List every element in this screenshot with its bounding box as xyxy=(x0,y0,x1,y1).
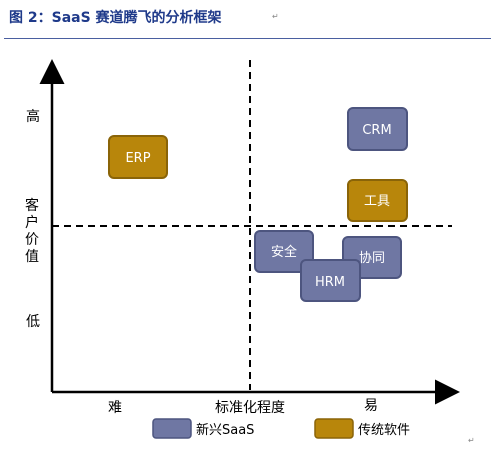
security-label: 安全 xyxy=(271,244,297,260)
legend-new-swatch xyxy=(152,418,192,439)
legend: 新兴SaaS 传统软件 xyxy=(152,418,410,439)
x-axis-high-label: 易 xyxy=(364,398,378,414)
crm-box: CRM xyxy=(347,107,408,151)
y-axis-label-char: 户 xyxy=(25,214,39,231)
legend-new-label: 新兴SaaS xyxy=(196,422,254,438)
erp-label: ERP xyxy=(125,151,150,166)
paragraph-mark-icon: ↵ xyxy=(272,12,279,21)
tools-box: 工具 xyxy=(347,179,408,222)
y-axis-low-label: 低 xyxy=(26,314,40,330)
hrm-label: HRM xyxy=(315,275,345,290)
security-box: 安全 xyxy=(254,230,314,273)
y-axis-label-char: 客 xyxy=(25,197,39,214)
y-axis-high-label: 高 xyxy=(26,108,40,125)
y-axis-label-char: 价 xyxy=(25,232,39,248)
tools-label: 工具 xyxy=(364,194,390,209)
legend-traditional-label: 传统软件 xyxy=(358,423,410,438)
x-axis-title: 标准化程度 xyxy=(215,400,285,416)
paragraph-mark-icon: ↵ xyxy=(468,436,475,445)
collab-label: 协同 xyxy=(359,251,385,266)
title-divider xyxy=(4,38,491,39)
legend-traditional-swatch xyxy=(314,418,354,439)
x-axis-low-label: 难 xyxy=(108,400,122,416)
figure-title: 图 2：SaaS 赛道腾飞的分析框架 xyxy=(9,10,222,26)
y-axis-label-char: 值 xyxy=(25,249,39,265)
hrm-box: HRM xyxy=(300,259,361,302)
erp-box: ERP xyxy=(108,135,168,179)
crm-label: CRM xyxy=(362,123,391,138)
